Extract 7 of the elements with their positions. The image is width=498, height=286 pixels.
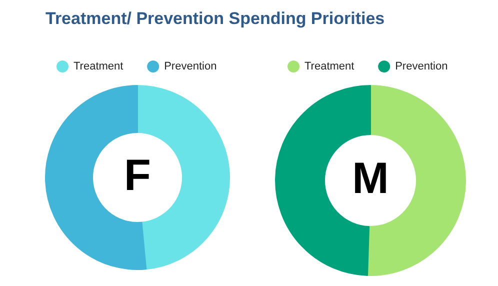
legend-label: Treatment [74, 60, 124, 72]
text: F [124, 151, 151, 200]
legend-label: Prevention [395, 60, 448, 72]
chart-title: Treatment/ Prevention Spending Priorities [46, 9, 385, 28]
legend-label: Prevention [164, 60, 217, 72]
text: M [352, 154, 389, 203]
legend-label: Treatment [304, 60, 354, 72]
